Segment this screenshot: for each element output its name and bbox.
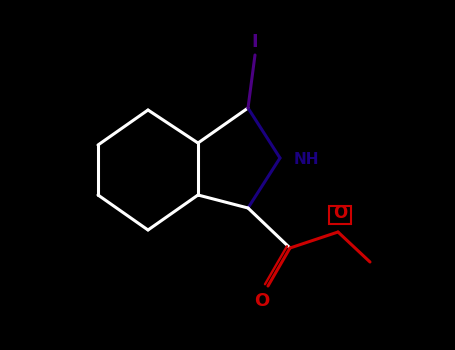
Text: NH: NH [294,153,319,168]
Text: I: I [252,33,258,51]
Text: O: O [254,292,270,310]
Bar [329,206,351,224]
Text: O: O [333,204,347,222]
